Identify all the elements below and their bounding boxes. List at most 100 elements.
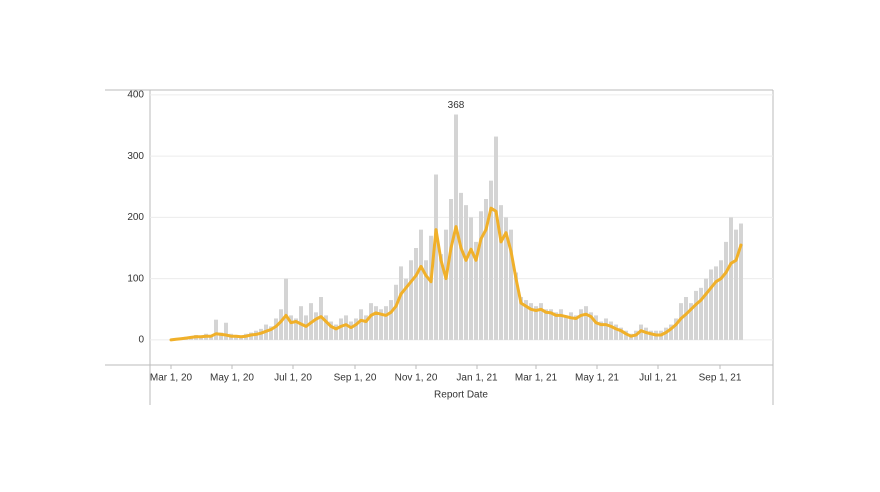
x-tick-label: Jul 1, 21 [639,373,677,384]
bar [419,229,423,340]
x-tick-label: Jan 1, 21 [456,373,498,384]
bar [289,315,293,340]
bar [394,284,398,340]
bar [344,315,348,340]
bar [459,192,463,340]
bar [374,306,378,340]
peak-label: 368 [448,100,465,111]
bar [329,321,333,340]
bar [534,306,538,340]
bar [424,260,428,340]
bar [314,312,318,340]
bar [669,324,673,340]
bar [469,217,473,340]
bar [699,287,703,340]
bar [734,229,738,340]
bar [429,235,433,340]
bar [359,309,363,340]
bar [569,312,573,340]
y-tick-label: 100 [127,273,144,284]
bar [379,309,383,340]
bar [724,241,728,340]
bar [554,312,558,340]
bar [214,319,218,340]
bar [284,278,288,340]
x-tick-label: Sep 1, 21 [699,373,742,384]
bar [449,199,453,340]
bar [414,248,418,340]
bar [274,318,278,340]
x-tick-label: Jul 1, 20 [274,373,312,384]
bar [464,205,468,340]
bar [574,315,578,340]
bar [504,217,508,340]
bar [384,306,388,340]
bar [729,217,733,340]
bar [484,199,488,340]
bar [529,303,533,340]
y-tick-label: 0 [138,335,144,346]
bar [489,180,493,340]
bar [684,297,688,340]
bar [689,303,693,340]
x-axis-label: Report Date [434,390,488,401]
x-tick-label: May 1, 20 [210,373,254,384]
x-tick-label: May 1, 21 [575,373,619,384]
bar [444,229,448,340]
bar [269,326,273,340]
bar [544,309,548,340]
x-tick-label: Sep 1, 20 [334,373,377,384]
bar [709,269,713,340]
bar [409,260,413,340]
bar [279,309,283,340]
bar [619,327,623,340]
bar [599,321,603,340]
x-tick-label: Mar 1, 21 [515,373,558,384]
bar [389,300,393,340]
bar [719,260,723,340]
bar [324,315,328,340]
bar [369,303,373,340]
bar [349,321,353,340]
bar [559,309,563,340]
bar [224,322,228,340]
bar [714,266,718,340]
bar [434,174,438,340]
bar [679,303,683,340]
bar [494,136,498,340]
bar [514,272,518,340]
bar [439,254,443,340]
bar [354,318,358,340]
bar [499,205,503,340]
y-tick-label: 300 [127,151,144,162]
bar [524,300,528,340]
bar [479,211,483,340]
bar [614,324,618,340]
y-tick-label: 200 [127,212,144,223]
x-tick-label: Nov 1, 20 [395,373,438,384]
bar [584,306,588,340]
bar [549,309,553,340]
bar [399,266,403,340]
bar [404,278,408,340]
bar [579,309,583,340]
bar [519,297,523,340]
bar [539,303,543,340]
bar [594,315,598,340]
bar [739,223,743,340]
bar [334,324,338,340]
bar [564,315,568,340]
bar [609,321,613,340]
bar [704,278,708,340]
bar [674,318,678,340]
y-tick-label: 400 [127,90,144,101]
line [169,206,743,342]
bar [364,315,368,340]
bar [474,241,478,340]
bar [694,290,698,340]
bar [339,318,343,340]
x-tick-label: Mar 1, 20 [150,373,193,384]
bar [509,229,513,340]
